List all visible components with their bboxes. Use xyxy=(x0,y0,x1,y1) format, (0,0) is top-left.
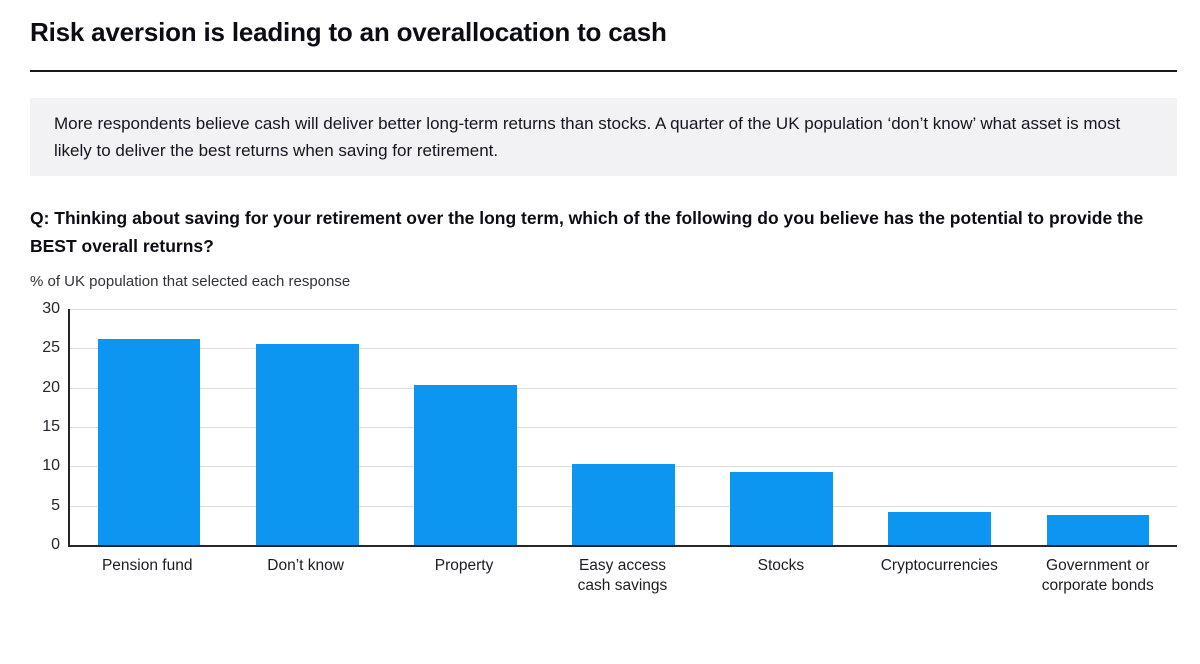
bar-easy-access-cash-savings xyxy=(572,463,675,545)
bar-stocks xyxy=(730,471,834,545)
chart-plot-area xyxy=(68,309,1177,547)
y-tick-30: 30 xyxy=(42,300,60,317)
summary-callout: More respondents believe cash will deliv… xyxy=(30,98,1177,176)
gridline-20 xyxy=(70,387,1177,389)
x-label-government-or-corporate-bonds: Government or corporate bonds xyxy=(1041,557,1154,594)
bar-slot-government-or-corporate-bonds xyxy=(1019,309,1177,545)
y-tick-0: 0 xyxy=(51,536,60,553)
bar-slot-stocks xyxy=(703,309,861,545)
x-label-cryptocurrencies: Cryptocurrencies xyxy=(880,557,998,574)
bar-don-t-know xyxy=(255,344,359,545)
bar-pension-fund xyxy=(97,338,201,545)
x-axis-labels: Pension fund Don’t know Property Easy acces… xyxy=(68,556,1177,596)
x-label-stocks: Stocks xyxy=(757,557,805,574)
page-title: Risk aversion is leading to an overalloc… xyxy=(30,17,667,47)
x-label-pension-fund: Pension fund xyxy=(101,557,193,574)
gridline-15 xyxy=(70,427,1177,428)
bar-slot-property xyxy=(386,309,544,545)
bar-chart: 0 5 10 15 20 25 30 Pension fund Don’t know Prope… xyxy=(30,300,1177,596)
gridline-25 xyxy=(70,348,1177,350)
y-tick-5: 5 xyxy=(51,496,60,514)
x-label-property: Property xyxy=(434,557,494,574)
chart-subtitle: % of UK population that selected each re… xyxy=(30,273,351,290)
survey-question: Q: Thinking about saving for your retire… xyxy=(30,208,1144,256)
gridline-30 xyxy=(70,309,1177,310)
bar-slot-don-t-know xyxy=(228,309,386,545)
summary-text: More respondents believe cash will deliv… xyxy=(54,114,1121,160)
bar-slot-easy-access-cash-savings xyxy=(544,309,702,545)
bar-government-or-corporate-bonds xyxy=(1046,515,1150,545)
bar-cryptocurrencies xyxy=(888,511,992,545)
title-divider xyxy=(30,70,1177,72)
bar-slot-cryptocurrencies xyxy=(861,309,1019,545)
y-tick-10: 10 xyxy=(42,457,60,475)
bar-property xyxy=(413,384,517,545)
y-tick-25: 25 xyxy=(42,339,60,357)
bar-slot-pension-fund xyxy=(70,309,228,545)
y-tick-20: 20 xyxy=(42,378,60,396)
x-label-don-t-know: Don’t know xyxy=(267,557,344,574)
bars-container xyxy=(70,309,1177,545)
y-axis: 0 5 10 15 20 25 30 xyxy=(30,300,60,553)
y-tick-15: 15 xyxy=(42,418,60,435)
x-label-easy-access-cash-savings: Easy access cash savings xyxy=(577,557,668,594)
